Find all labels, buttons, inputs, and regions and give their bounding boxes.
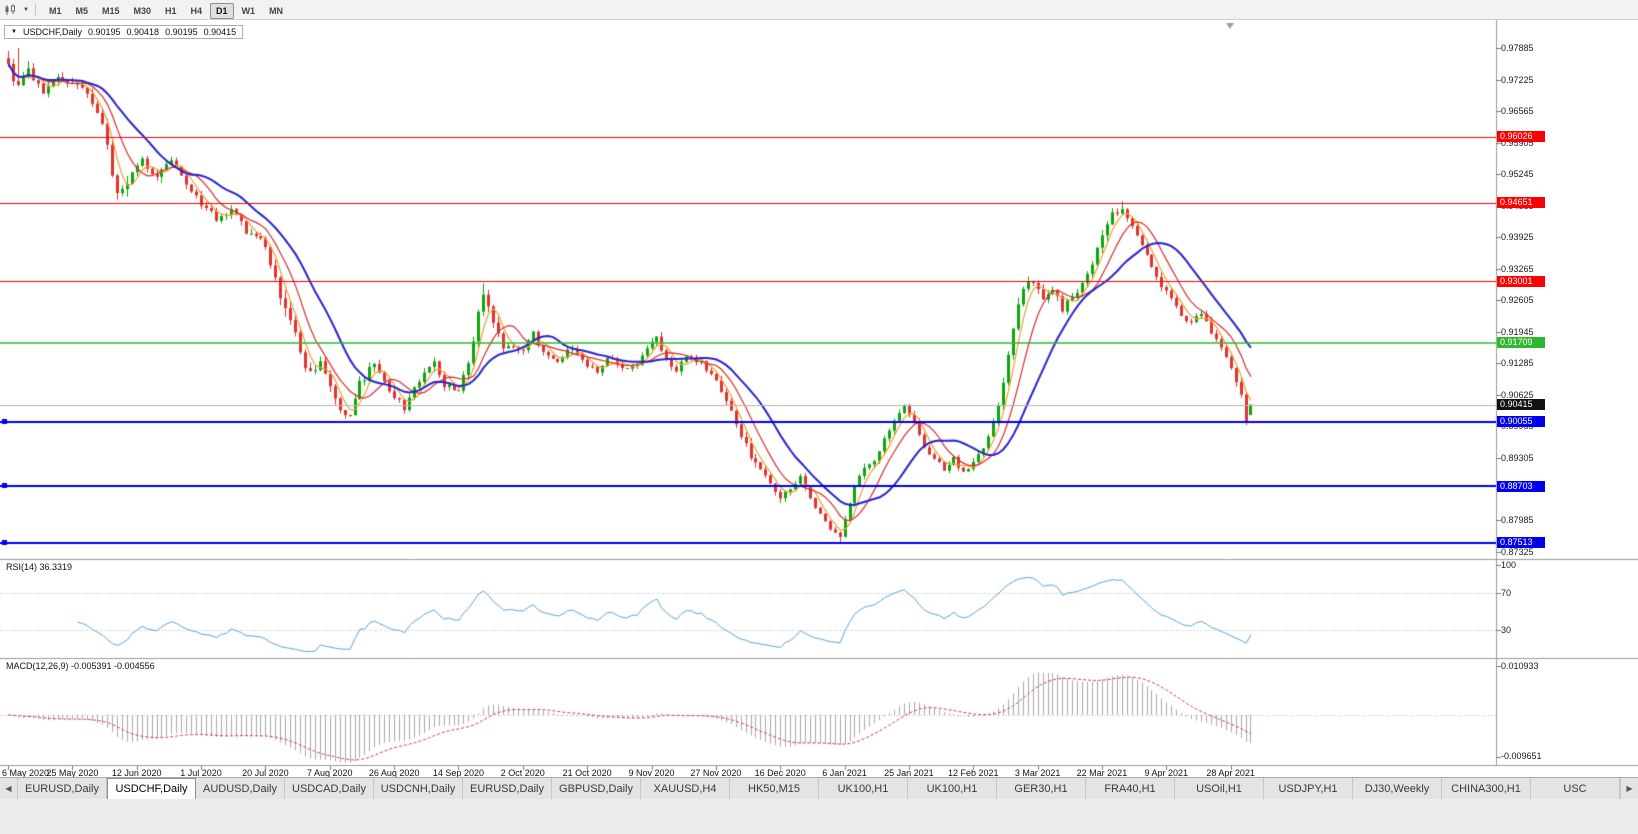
level-price-tag[interactable]: 0.88703 [1497, 480, 1545, 492]
date-axis-label: 22 Mar 2021 [1076, 768, 1128, 778]
timeframe-button-m15[interactable]: M15 [101, 5, 120, 16]
price-axis-label: 0.97885 [1501, 43, 1534, 54]
chart-tab-14-usdjpy-h1[interactable]: USDJPY,H1 [1264, 778, 1353, 799]
rsi-axis-label: 100 [1501, 560, 1517, 570]
timeframe-button-d1[interactable]: D1 [210, 2, 234, 19]
price-axis-label: 0.92605 [1501, 295, 1534, 306]
date-axis-label: 9 Apr 2021 [1144, 768, 1189, 778]
level-price-tag[interactable]: 0.90055 [1497, 416, 1545, 428]
price-chart-canvas[interactable] [0, 20, 1638, 777]
quote-close: 0.90415 [203, 27, 237, 37]
date-axis-label: 28 Apr 2021 [1206, 768, 1255, 778]
chart-tab-10-uk100-h1[interactable]: UK100,H1 [908, 778, 997, 799]
timeframe-button-m30[interactable]: M30 [133, 5, 152, 16]
date-axis-label: 6 May 2020 [2, 768, 50, 778]
price-axis-label: 0.91945 [1501, 326, 1534, 337]
level-price-tag[interactable]: 0.93001 [1497, 275, 1545, 287]
chart-tab-6-gbpusd-daily[interactable]: GBPUSD,Daily [552, 778, 641, 799]
chart-tab-0-eurusd-daily[interactable]: EURUSD,Daily [18, 778, 107, 799]
chart-tab-5-eurusd-daily[interactable]: EURUSD,Daily [463, 778, 552, 799]
price-axis-label: 0.90625 [1501, 389, 1534, 400]
quote-low: 0.90195 [165, 27, 198, 37]
date-axis-label: 7 Aug 2020 [306, 768, 353, 778]
quote-box[interactable]: ▼ USDCHF,Daily 0.90195 0.90418 0.90195 0… [4, 25, 244, 39]
price-axis-label: 0.95905 [1501, 137, 1534, 148]
timeframe-button-m1[interactable]: M1 [48, 5, 62, 16]
price-axis-label: 0.96565 [1501, 106, 1534, 117]
level-price-tag[interactable]: 0.91709 [1497, 337, 1545, 349]
chart-tab-12-fra40-h1[interactable]: FRA40,H1 [1086, 778, 1175, 799]
date-axis-label: 12 Jun 2020 [111, 768, 162, 778]
date-axis-label: 14 Sep 2020 [432, 768, 484, 778]
chart-tab-bar: ◀ EURUSD,Daily USDCHF,Daily AUDUSD,Daily US… [0, 777, 1638, 799]
rsi-axis-label: 30 [1501, 624, 1512, 635]
tabs-scroll-left-button[interactable]: ◀ [0, 778, 18, 799]
chart-tab-7-xauusd-h4[interactable]: XAUUSD,H4 [641, 778, 730, 799]
toolbar-separator [34, 3, 36, 16]
quote-symbol: USDCHF,Daily [22, 27, 82, 37]
date-axis-label: 25 Jan 2021 [884, 768, 934, 778]
price-axis-label: 0.93925 [1501, 232, 1534, 243]
price-axis-label: 0.87985 [1501, 515, 1534, 526]
level-price-tag[interactable]: 0.94651 [1497, 197, 1545, 209]
date-axis-label: 16 Dec 2020 [754, 768, 806, 778]
timeframe-button-w1[interactable]: W1 [241, 5, 256, 16]
current-price-tag: 0.90415 [1497, 399, 1545, 411]
macd-axis-label: 0.010933 [1501, 661, 1539, 671]
rsi-label: RSI(14) 36.3319 [6, 562, 73, 572]
price-axis-label: 0.95245 [1501, 169, 1534, 180]
chart-dropdown-caret-icon[interactable]: ▼ [23, 6, 29, 13]
date-axis-label: 6 Jan 2021 [822, 768, 867, 778]
rsi-axis-label: 70 [1501, 587, 1512, 598]
quote-high: 0.90418 [126, 27, 160, 37]
date-axis-label: 20 Jul 2020 [242, 768, 289, 778]
date-axis-label: 21 Oct 2020 [562, 768, 612, 778]
timeframe-button-mn[interactable]: MN [269, 5, 284, 16]
price-axis-label: 0.87325 [1501, 546, 1534, 557]
date-axis-label: 2 Oct 2020 [500, 768, 545, 778]
chart-tab-17-usc[interactable]: USC [1531, 778, 1620, 799]
date-axis-label: 3 Mar 2021 [1014, 768, 1061, 778]
date-axis-label: 27 Nov 2020 [690, 768, 742, 778]
chart-tab-15-dj30-weekly[interactable]: DJ30,Weekly [1353, 778, 1442, 799]
chart-area: ▼ USDCHF,Daily 0.90195 0.90418 0.90195 0… [0, 20, 1638, 778]
price-axis-label: 0.97225 [1501, 74, 1534, 85]
date-axis-label: 1 Jul 2020 [180, 768, 222, 778]
chart-tab-3-usdcad-daily[interactable]: USDCAD,Daily [285, 778, 374, 799]
chart-type-icon[interactable] [4, 4, 19, 16]
level-price-tag[interactable]: 0.96026 [1497, 131, 1545, 143]
timeframe-button-h4[interactable]: H4 [190, 5, 203, 16]
timeframe-button-h1[interactable]: H1 [165, 5, 177, 16]
date-axis-label: 25 May 2020 [46, 768, 99, 778]
chart-tab-8-hk50-m15[interactable]: HK50,M15 [730, 778, 819, 799]
date-axis-label: 9 Nov 2020 [628, 768, 675, 778]
chart-tab-11-ger30-h1[interactable]: GER30,H1 [997, 778, 1086, 799]
timeframe-buttons-group: M1 M5 M15 M30 H1 H4 D1 W1 MN [42, 1, 290, 19]
status-area [0, 799, 1638, 834]
date-axis-label: 12 Feb 2021 [947, 768, 999, 778]
chart-tab-9-uk100-h1[interactable]: UK100,H1 [819, 778, 908, 799]
quote-open: 0.90195 [87, 27, 121, 37]
chart-tab-1-usdchf-daily[interactable]: USDCHF,Daily [107, 778, 196, 799]
level-price-tag[interactable]: 0.87513 [1497, 537, 1545, 549]
date-axis-label: 26 Aug 2020 [368, 768, 420, 778]
chart-tabs-group: EURUSD,Daily USDCHF,Daily AUDUSD,Daily USDC… [18, 778, 1620, 799]
chart-tab-2-audusd-daily[interactable]: AUDUSD,Daily [196, 778, 285, 799]
price-axis-label: 0.93265 [1501, 263, 1534, 274]
chart-tab-4-usdcnh-daily[interactable]: USDCNH,Daily [374, 778, 463, 799]
timeframe-button-m5[interactable]: M5 [75, 5, 88, 16]
price-axis-label: 0.89305 [1501, 452, 1534, 463]
chart-tab-13-usoil-h1[interactable]: USOil,H1 [1175, 778, 1264, 799]
quote-dropdown-icon[interactable]: ▼ [11, 29, 17, 35]
chart-tab-16-china300-h1[interactable]: CHINA300,H1 [1442, 778, 1531, 799]
macd-label: MACD(12,26,9) -0.005391 -0.004556 [6, 661, 155, 671]
timeframe-toolbar: ▼ M1 M5 M15 M30 H1 H4 D1 W1 MN [0, 0, 1638, 20]
price-axis-label: 0.91285 [1501, 358, 1534, 369]
tabs-scroll-right-button[interactable]: ▶ [1620, 778, 1638, 799]
macd-axis-label: -0.009651 [1501, 751, 1542, 761]
